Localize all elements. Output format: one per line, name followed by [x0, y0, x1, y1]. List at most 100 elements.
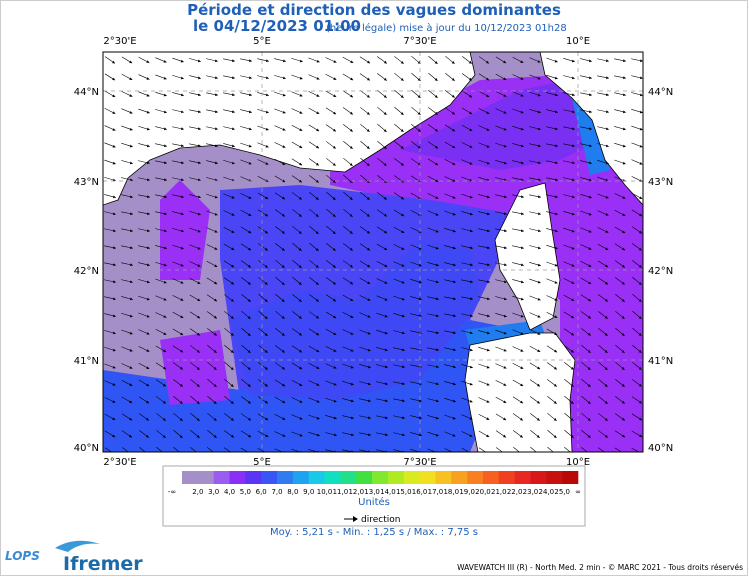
wave-arrow-head: [537, 315, 541, 318]
wave-arrow-head: [520, 263, 524, 267]
wave-arrow-head: [282, 434, 286, 437]
wave-arrow-head: [215, 93, 218, 97]
wave-arrow-head: [163, 246, 167, 250]
wave-arrow-head: [248, 76, 252, 80]
wave-arrow-head: [247, 417, 251, 421]
wave-arrow-head: [383, 77, 387, 81]
wave-arrow-head: [231, 247, 235, 250]
wave-arrow-head: [452, 162, 456, 165]
wave-arrow-head: [589, 127, 592, 131]
wave-arrow-head: [282, 93, 286, 97]
wave-arrow-head: [435, 213, 439, 216]
wave-arrow-head: [197, 76, 201, 80]
wave-arrow-head: [196, 349, 200, 353]
wave-arrow-head: [554, 332, 558, 336]
wave-arrow-head: [281, 299, 285, 302]
wave-arrow-head: [163, 315, 167, 318]
wave-arrow-head: [198, 127, 201, 131]
wave-arrow-head: [265, 196, 269, 199]
wave-arrow-head: [333, 399, 337, 403]
wave-arrow-head: [604, 333, 608, 336]
wave-arrow-head: [179, 418, 183, 421]
wave-arrow-head: [333, 94, 337, 97]
wave-arrow-head: [587, 315, 591, 319]
colorbar-cell: [546, 471, 563, 484]
wave-arrow-head: [147, 195, 150, 199]
wave-arrow-head: [589, 110, 592, 114]
wave-arrow-head: [486, 365, 490, 369]
wave-arrow-head: [163, 349, 167, 352]
wave-arrow-head: [146, 110, 150, 114]
wave-arrow-head: [196, 418, 200, 421]
wave-arrow-head: [112, 144, 116, 148]
wave-arrow-head: [604, 315, 608, 319]
wave-arrow-head: [265, 110, 269, 114]
wave-arrow-head: [146, 229, 150, 233]
wave-arrow-head: [130, 246, 133, 250]
wave-arrow-head: [638, 316, 642, 319]
wave-arrow-head: [112, 128, 116, 131]
wave-arrow-head: [179, 383, 183, 387]
wave-arrow-head: [146, 178, 150, 182]
wave-arrow-head: [553, 400, 557, 404]
map-border: [102, 51, 644, 453]
wave-arrow-head: [163, 332, 167, 335]
wave-arrow-head: [469, 246, 473, 250]
wave-arrow-head: [554, 315, 558, 318]
wave-arrow-head: [553, 383, 557, 387]
wave-arrow-head: [332, 264, 336, 268]
wave-arrow-head: [197, 281, 201, 284]
wave-arrow-head: [298, 349, 302, 353]
wave-arrow-head: [180, 315, 184, 318]
wave-arrow-head: [402, 399, 405, 403]
wave-arrow-head: [418, 297, 422, 301]
wave-arrow-head: [264, 282, 268, 285]
wave-arrow-head: [436, 331, 439, 335]
wave-arrow-head: [418, 399, 422, 403]
wave-arrow-head: [385, 433, 388, 437]
wave-arrow-head: [638, 400, 642, 404]
wave-arrow-head: [247, 316, 251, 319]
wave-arrow: [291, 448, 301, 452]
wave-arrow-head: [129, 127, 133, 131]
wave-arrow-head: [571, 212, 575, 216]
wave-arrow-head: [604, 417, 608, 421]
wave-arrow-head: [503, 111, 507, 114]
lon-label: 2°30'E: [103, 36, 136, 47]
wave-arrow-head: [299, 93, 303, 97]
wave-arrow-head: [366, 180, 370, 183]
wave-arrow-head: [129, 178, 133, 182]
wave-arrow-head: [538, 195, 541, 199]
wave-arrow-head: [247, 298, 251, 302]
wave-arrow-head: [162, 417, 166, 421]
colorbar-label: 14,0: [380, 488, 396, 496]
wave-arrow-head: [249, 59, 252, 63]
wave-arrow-head: [538, 178, 541, 182]
wave-arrow-head: [503, 127, 507, 131]
wave-arrow-head: [452, 416, 456, 420]
wave-arrow-head: [349, 128, 353, 132]
wave-arrow-head: [639, 213, 643, 217]
wave-arrow-head: [537, 229, 541, 233]
direction: direction: [361, 515, 400, 525]
wave-arrow-head: [622, 161, 626, 165]
wave-arrow-head: [485, 60, 489, 64]
wave-arrow: [139, 447, 146, 452]
map: [103, 52, 643, 452]
wave-arrow-head: [639, 59, 643, 63]
wave-arrow-head: [145, 417, 149, 421]
wave-arrow-head: [417, 78, 421, 81]
wave-arrow-head: [520, 178, 524, 182]
wave-arrow-head: [367, 315, 371, 318]
wave-arrow-head: [367, 399, 371, 403]
wave-arrow-head: [435, 314, 439, 318]
wave-arrow-head: [537, 212, 541, 216]
wave-arrow-head: [469, 263, 473, 267]
colorbar-cell: [403, 471, 420, 484]
wave-arrow: [547, 446, 554, 452]
wave-arrow-head: [639, 417, 643, 421]
wave-arrow-head: [384, 348, 388, 352]
wave-arrow-head: [503, 94, 507, 97]
wave-arrow-head: [587, 434, 591, 438]
wave-arrow-head: [316, 416, 320, 420]
